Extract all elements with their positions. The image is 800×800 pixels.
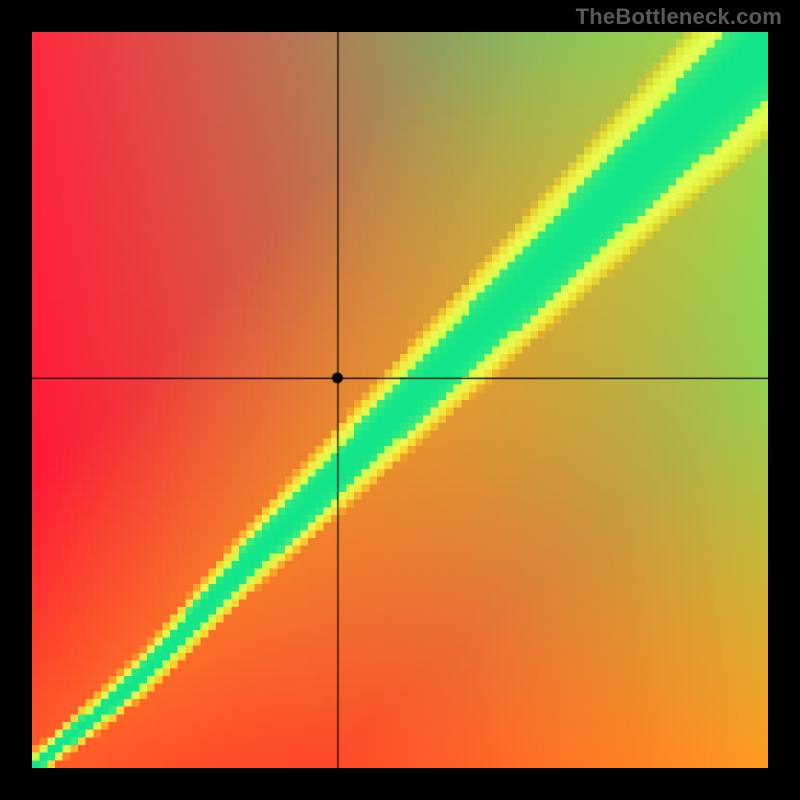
chart-container: { "watermark": { "text": "TheBottleneck.… (0, 0, 800, 800)
crosshair-overlay (32, 32, 768, 768)
watermark-text: TheBottleneck.com (576, 4, 782, 30)
